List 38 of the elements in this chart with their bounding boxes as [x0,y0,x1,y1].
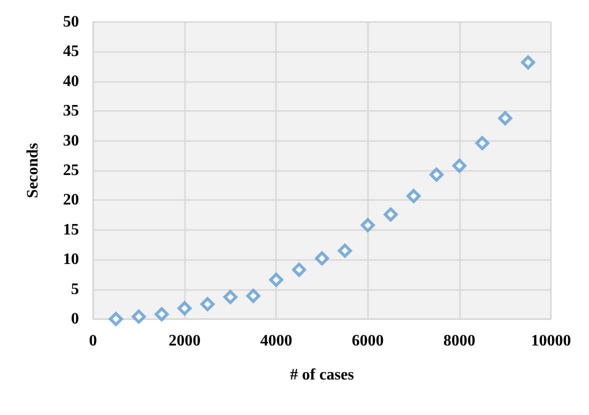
y-tick-label: 25 [63,162,79,179]
point [246,288,260,303]
point [178,301,192,316]
y-tick-label: 30 [63,132,79,150]
point [521,55,536,70]
point [360,218,375,232]
point [498,111,512,126]
y-tick-label: 15 [63,221,79,238]
point [154,307,169,322]
point [108,312,123,326]
y-tick-label: 35 [63,102,79,120]
y-tick-label: 50 [63,14,79,30]
y-axis-title: Seconds [24,142,42,198]
point [384,207,398,222]
y-tick-label: 0 [71,310,79,328]
point [223,290,238,304]
y-tick-label: 10 [63,251,79,268]
x-tick-label: 2000 [168,332,201,350]
y-tick-label: 45 [63,43,79,60]
x-axis-title: # of cases [290,366,354,384]
x-tick-label: 0 [89,332,97,350]
point [315,251,329,266]
point [406,189,421,204]
x-tick-label: 4000 [260,332,292,350]
point [430,168,444,182]
y-tick-label: 20 [63,192,79,209]
x-tick-label: 6000 [352,332,384,350]
point [269,272,284,287]
point [292,262,306,277]
point [132,310,146,324]
point [452,158,466,173]
point [475,136,490,150]
y-tick-label: 40 [63,72,79,90]
x-tick-label: 10000 [531,332,571,350]
point [338,244,352,258]
point [200,297,214,312]
y-tick-label: 5 [71,280,79,298]
x-tick-label: 8000 [443,332,476,350]
